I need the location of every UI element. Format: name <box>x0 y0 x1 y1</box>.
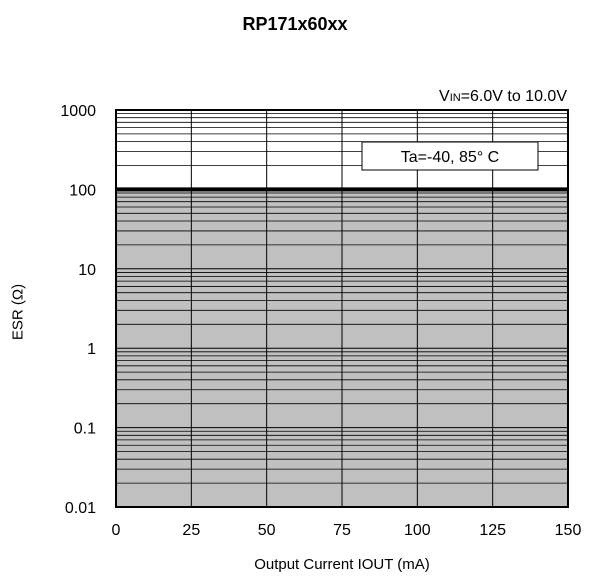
temperature-annotation-box <box>361 141 539 171</box>
y-tick-label: 0.1 <box>74 421 96 438</box>
x-tick-label: 125 <box>479 522 506 539</box>
y-tick-label: 100 <box>69 182 96 199</box>
x-tick-label: 0 <box>112 522 121 539</box>
x-tick-label: 100 <box>404 522 431 539</box>
y-tick-label: 1000 <box>60 103 96 120</box>
temperature-annotation: Ta=-40, 85° C <box>401 149 499 166</box>
x-axis-label: Output Current IOUT (mA) <box>254 556 430 573</box>
x-tick-label: 150 <box>555 522 582 539</box>
x-tick-label: 50 <box>258 522 276 539</box>
x-tick-label: 25 <box>182 522 200 539</box>
y-tick-label: 0.01 <box>65 500 96 517</box>
condition-annotation: VIN=6.0V to 10.0V <box>439 88 567 105</box>
plot-frame <box>115 109 569 508</box>
x-tick-label: 75 <box>333 522 351 539</box>
y-tick-label: 1 <box>87 341 96 358</box>
chart-title: RP171x60xx <box>242 14 348 34</box>
y-tick-label: 10 <box>78 262 96 279</box>
